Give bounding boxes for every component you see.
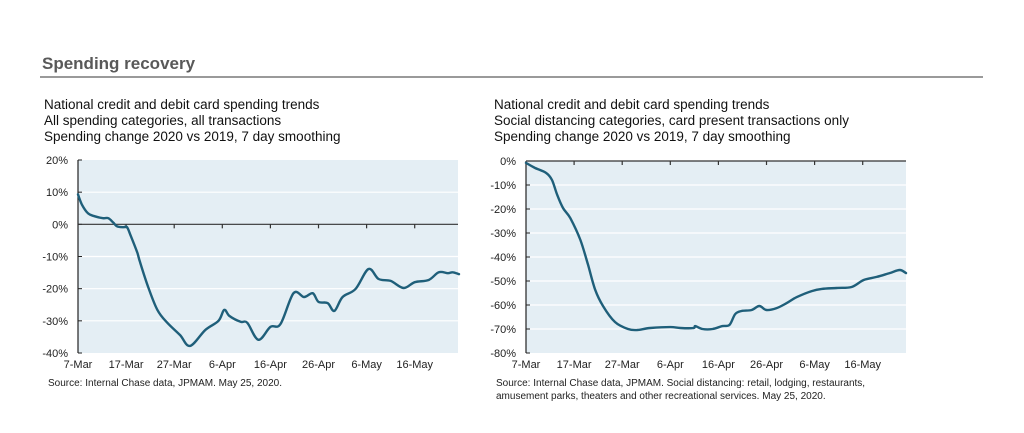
- y-tick-label: 0%: [52, 219, 68, 231]
- section-divider: [40, 76, 983, 78]
- x-tick-label: 26-Apr: [750, 359, 783, 371]
- y-tick-label: 20%: [46, 155, 68, 167]
- chart-1-subtitle: All spending categories, all transaction…: [44, 113, 282, 128]
- y-tick-label: -80%: [490, 348, 516, 360]
- y-tick-label: 10%: [46, 187, 68, 199]
- x-tick-label: 16-May: [844, 359, 881, 371]
- chart-2-heading: National credit and debit card spending …: [494, 97, 849, 145]
- y-tick-label: -20%: [42, 284, 68, 296]
- x-tick-label: 16-Apr: [254, 359, 287, 371]
- x-tick-label: 27-Mar: [157, 359, 192, 371]
- x-tick-label: 17-Mar: [557, 359, 592, 371]
- chart-2-source: Source: Internal Chase data, JPMAM. Soci…: [496, 377, 865, 403]
- y-tick-label: -60%: [490, 300, 516, 312]
- section-title: Spending recovery: [42, 54, 196, 73]
- y-tick-label: -10%: [42, 252, 68, 264]
- x-tick-label: 16-May: [396, 359, 433, 371]
- chart-2-description: Spending change 2020 vs 2019, 7 day smoo…: [494, 129, 791, 144]
- series-line: [524, 161, 908, 332]
- chart-2-subtitle: Social distancing categories, card prese…: [494, 113, 849, 128]
- x-tick-label: 27-Mar: [605, 359, 640, 371]
- y-tick-label: -40%: [42, 348, 68, 360]
- x-tick-label: 7-Mar: [64, 359, 93, 371]
- chart-2-source-line-1: Source: Internal Chase data, JPMAM. Soci…: [496, 378, 866, 389]
- y-tick-label: -40%: [490, 252, 516, 264]
- x-tick-label: 6-May: [351, 359, 382, 371]
- chart-2-source-line-2: amusement parks, theaters and other recr…: [496, 391, 826, 402]
- y-tick-label: -70%: [490, 324, 516, 336]
- x-tick-label: 6-May: [799, 359, 830, 371]
- chart-1-source: Source: Internal Chase data, JPMAM. May …: [48, 378, 283, 389]
- x-tick-label: 6-Apr: [657, 359, 684, 371]
- y-tick-label: -50%: [490, 276, 516, 288]
- y-tick-label: -20%: [490, 204, 516, 216]
- x-tick-label: 16-Apr: [702, 359, 735, 371]
- x-tick-label: 6-Apr: [209, 359, 236, 371]
- y-tick-label: -30%: [42, 316, 68, 328]
- chart-1-heading: National credit and debit card spending …: [44, 97, 340, 145]
- y-tick-label: 0%: [500, 156, 516, 168]
- y-tick-label: -10%: [490, 180, 516, 192]
- chart-1-description: Spending change 2020 vs 2019, 7 day smoo…: [44, 129, 341, 144]
- series-line: [76, 193, 461, 348]
- chart-1-title: National credit and debit card spending …: [44, 97, 320, 112]
- x-tick-label: 17-Mar: [109, 359, 144, 371]
- x-tick-label: 7-Mar: [512, 359, 541, 371]
- y-tick-label: -30%: [490, 228, 516, 240]
- chart-2-title: National credit and debit card spending …: [494, 97, 770, 112]
- x-tick-label: 26-Apr: [302, 359, 335, 371]
